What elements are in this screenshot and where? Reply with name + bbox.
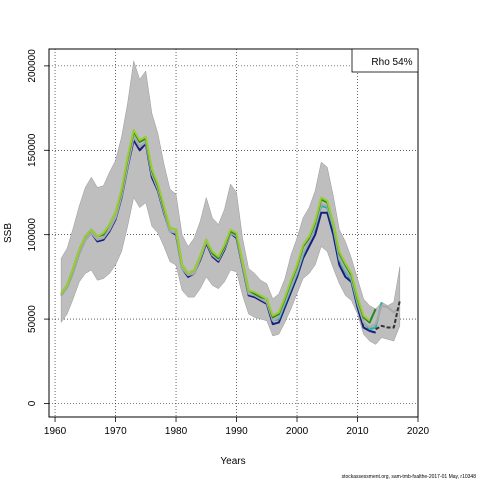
x-tick-label: 1990 — [225, 426, 248, 437]
y-tick-label: 50000 — [27, 305, 38, 333]
confidence-band — [60, 60, 401, 345]
x-axis: 1960 1970 1980 1990 2000 2010 2020 — [44, 417, 430, 437]
x-tick-label: 2010 — [346, 426, 369, 437]
confidence-band-group — [60, 60, 401, 345]
rho-legend: Rho 54% — [351, 48, 419, 73]
rho-annotation: Rho 54% — [371, 57, 412, 68]
y-axis: 0 50000 100000 150000 200000 — [27, 49, 49, 406]
x-tick-label: 1970 — [104, 426, 127, 437]
footer-credit: stockassessment.org, sam-tmb-fsalthe-201… — [342, 474, 477, 480]
y-tick-label: 0 — [27, 400, 38, 406]
series-line-5 — [60, 129, 371, 322]
x-axis-label: Years — [220, 456, 245, 467]
x-tick-label: 1980 — [165, 426, 188, 437]
x-tick-label: 2020 — [407, 426, 430, 437]
y-tick-label: 200000 — [27, 49, 38, 83]
y-tick-label: 150000 — [27, 133, 38, 167]
series-line-6 — [375, 300, 401, 331]
y-tick-label: 100000 — [27, 218, 38, 252]
x-tick-label: 1960 — [44, 426, 67, 437]
rho-legend-box — [351, 48, 419, 73]
y-axis-label: SSB — [3, 223, 14, 243]
plot-frame — [48, 48, 419, 418]
series-lines-group — [60, 129, 401, 334]
x-tick-label: 2000 — [286, 426, 309, 437]
